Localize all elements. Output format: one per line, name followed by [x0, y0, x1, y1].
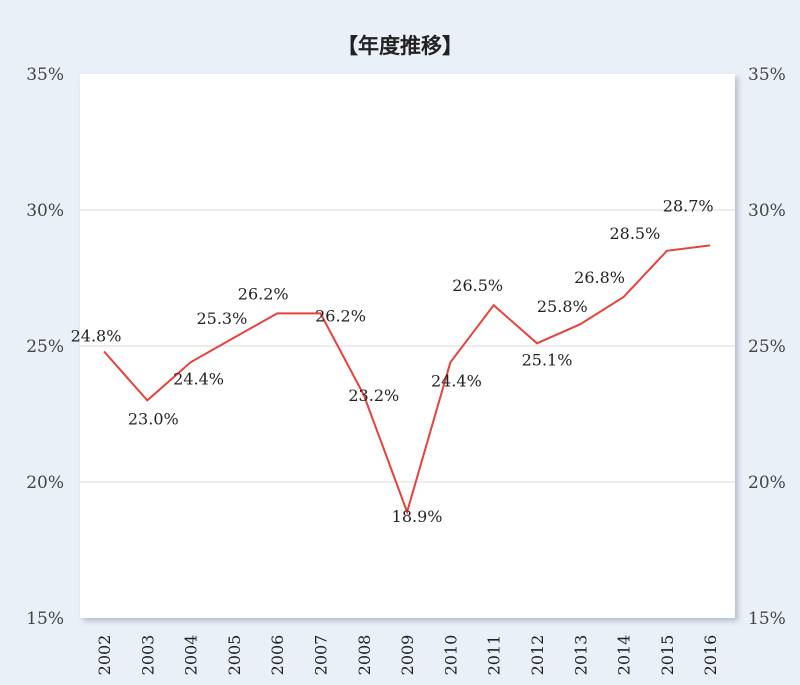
chart-title: 【年度推移】 [337, 34, 463, 58]
data-label: 26.8% [574, 268, 625, 287]
y-tick-right: 25% [748, 337, 786, 357]
y-tick-left: 25% [26, 337, 64, 357]
x-tick: 2007 [312, 635, 331, 676]
x-tick: 2010 [441, 635, 460, 676]
data-label: 23.2% [348, 386, 399, 405]
y-tick-left: 15% [26, 609, 64, 629]
data-label: 25.1% [522, 350, 573, 369]
data-label: 24.4% [173, 369, 224, 388]
y-tick-left: 20% [26, 473, 64, 493]
x-tick: 2004 [182, 635, 201, 676]
y-tick-left: 30% [26, 201, 64, 221]
data-label: 26.2% [315, 306, 366, 325]
x-tick: 2006 [268, 635, 287, 676]
data-label: 26.5% [452, 276, 503, 295]
data-label: 24.8% [71, 326, 122, 345]
x-tick: 2008 [355, 635, 374, 676]
x-tick: 2003 [138, 635, 157, 676]
y-tick-right: 35% [748, 65, 786, 85]
data-label: 25.3% [196, 309, 247, 328]
data-label: 24.4% [431, 371, 482, 390]
x-tick: 2015 [658, 635, 677, 676]
data-label: 26.2% [238, 284, 289, 303]
x-tick: 2016 [701, 635, 720, 676]
y-tick-right: 30% [748, 201, 786, 221]
y-tick-left: 35% [26, 65, 64, 85]
y-tick-right: 15% [748, 609, 786, 629]
y-tick-right: 20% [748, 473, 786, 493]
x-tick: 2012 [528, 635, 547, 676]
data-label: 28.7% [663, 196, 714, 215]
x-tick: 2002 [95, 635, 114, 676]
data-label: 28.5% [609, 224, 660, 243]
data-label: 25.8% [537, 297, 588, 316]
x-tick: 2014 [615, 635, 634, 676]
x-tick: 2005 [225, 635, 244, 676]
series-line [103, 244, 711, 516]
x-tick: 2011 [485, 635, 504, 676]
x-tick: 2013 [571, 635, 590, 676]
data-label: 18.9% [392, 507, 443, 526]
x-tick: 2009 [398, 635, 417, 676]
data-label: 23.0% [128, 409, 179, 428]
